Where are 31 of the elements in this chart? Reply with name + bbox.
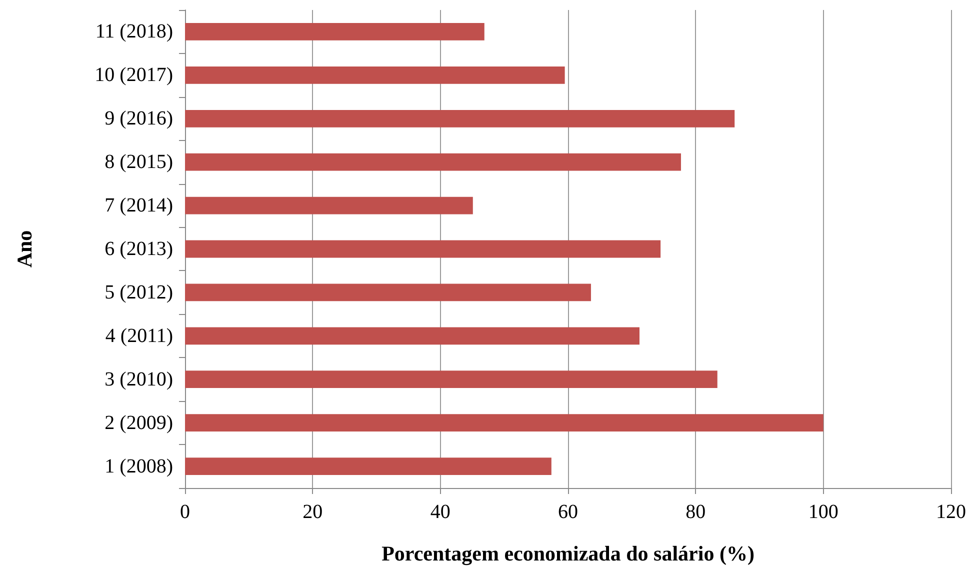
y-tick-label: 2 (2009) xyxy=(104,412,173,434)
x-tick-label: 40 xyxy=(430,501,450,523)
bar xyxy=(185,240,661,258)
bar xyxy=(185,66,565,84)
bar xyxy=(185,414,824,432)
x-tick-label: 0 xyxy=(180,501,190,523)
y-tick-label: 7 (2014) xyxy=(104,194,173,217)
y-tick-label: 10 (2017) xyxy=(94,64,173,86)
y-axis-title: Ano xyxy=(12,230,36,268)
x-tick-label: 20 xyxy=(302,501,323,523)
bar xyxy=(185,196,473,214)
bar xyxy=(185,458,552,475)
x-tick-label: 120 xyxy=(936,501,966,523)
bar xyxy=(185,153,681,171)
bar xyxy=(185,327,640,345)
x-tick-label: 60 xyxy=(558,501,578,523)
y-tick-label: 8 (2015) xyxy=(104,151,173,174)
x-tick-label: 80 xyxy=(686,501,706,523)
bar xyxy=(185,370,718,388)
y-tick-label: 4 (2011) xyxy=(105,324,173,347)
y-tick-label: 11 (2018) xyxy=(95,20,173,43)
y-tick-label: 5 (2012) xyxy=(104,281,173,304)
bar xyxy=(185,23,484,40)
x-axis-title: Porcentagem economizada do salário (%) xyxy=(382,542,754,566)
x-tick-label: 100 xyxy=(808,501,838,523)
y-tick-label: 3 (2010) xyxy=(104,368,173,390)
y-tick-label: 6 (2013) xyxy=(104,238,173,260)
bar xyxy=(185,284,591,302)
bar xyxy=(185,110,735,128)
y-tick-label: 9 (2016) xyxy=(104,108,173,130)
y-tick-label: 1 (2008) xyxy=(104,455,173,478)
